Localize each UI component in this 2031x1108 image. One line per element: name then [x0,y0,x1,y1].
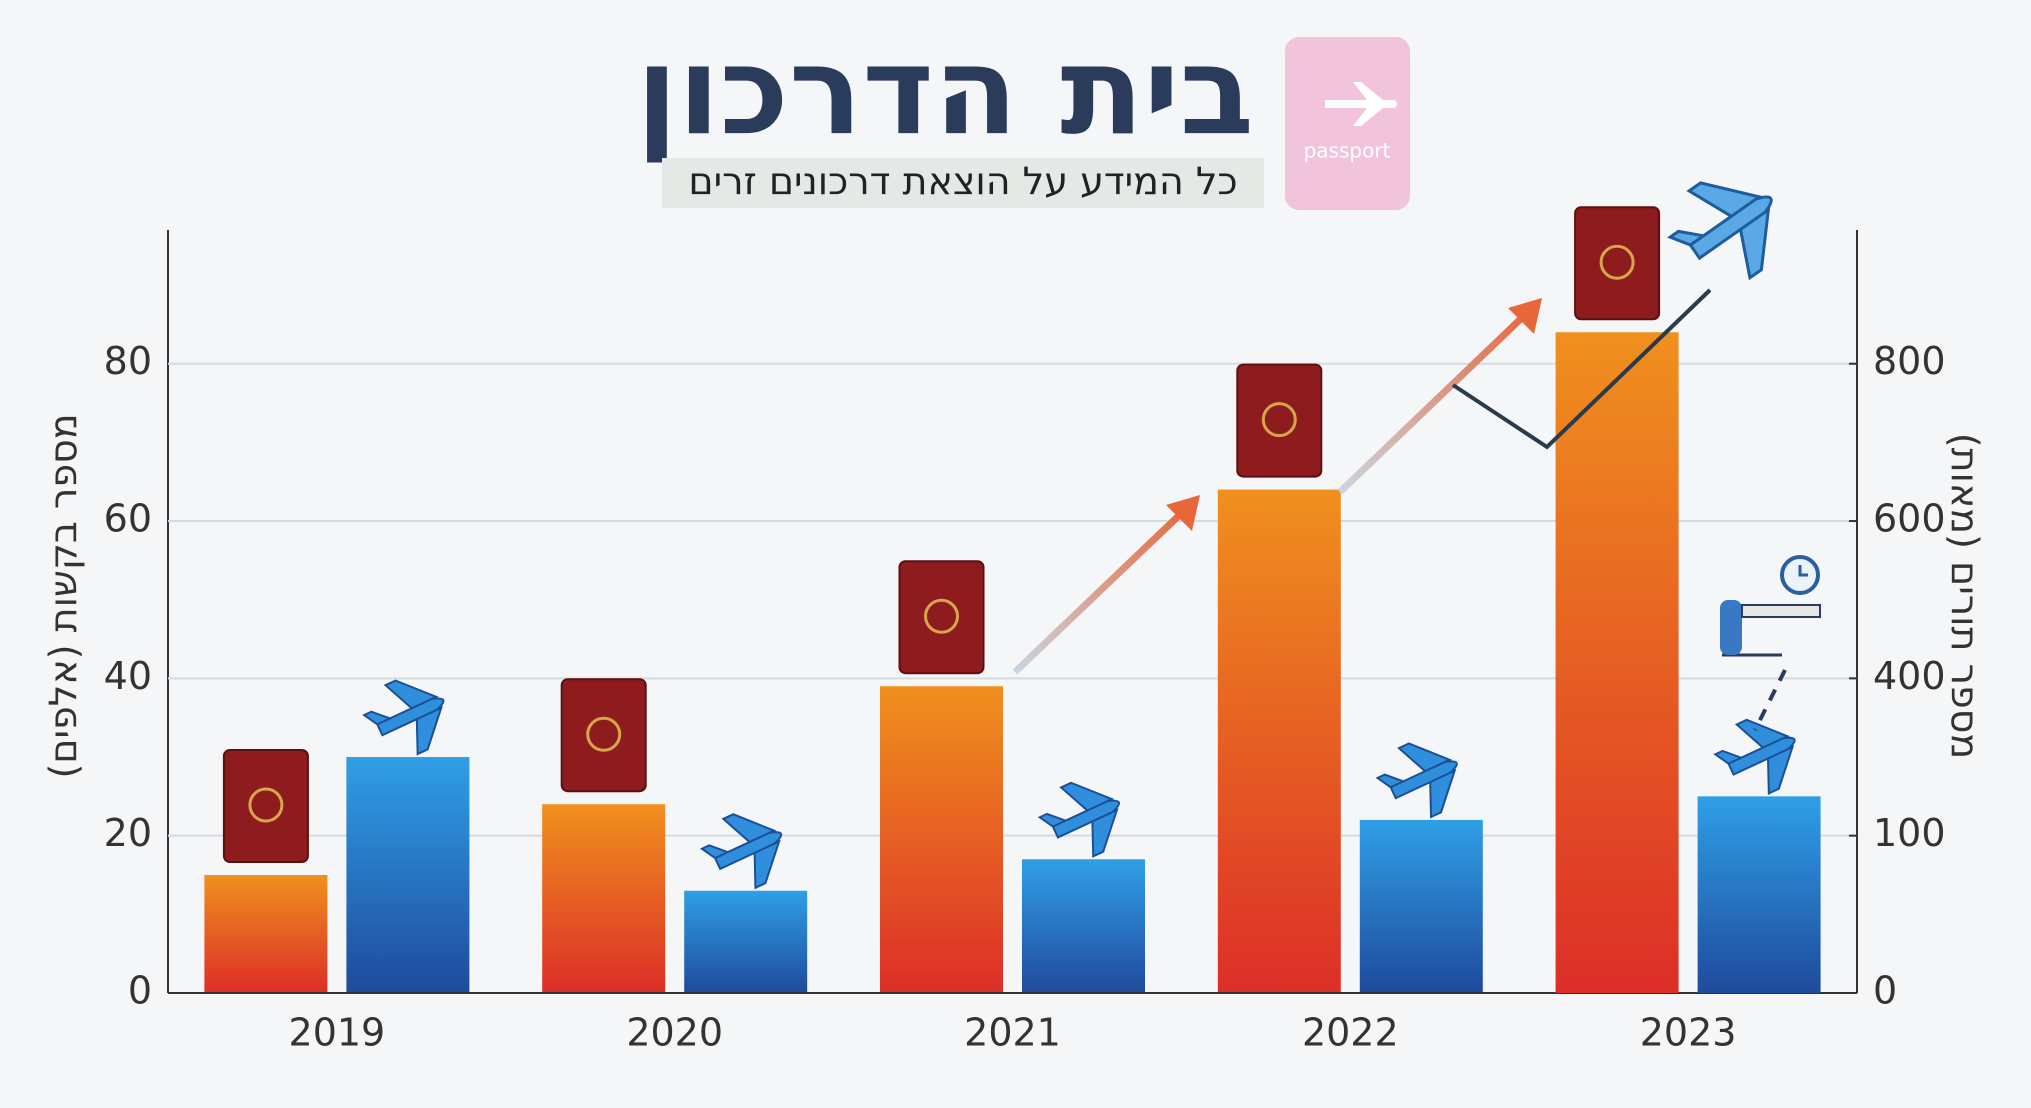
y2-tick-label: 0 [1873,969,1897,1013]
passport-emblem [248,787,284,823]
subtitle-box [662,158,1264,208]
plane-shape [1037,781,1120,858]
chart-title: בית הדרכון [636,20,1254,162]
subtitle: כל המידע על הוצאת דרכונים זרים [688,160,1237,204]
logo-text: passport [1304,139,1391,163]
x-tick-label: 2021 [964,1011,1061,1055]
logo-plane [1325,82,1397,126]
decoration [1012,181,1821,731]
y-tick-label: 40 [104,654,152,698]
x-tick-label: 2020 [626,1011,723,1055]
bar [1217,489,1341,993]
y-tick-label: 60 [104,497,152,541]
passport-icon [1574,206,1661,321]
y-tick-label: 20 [104,811,152,855]
passport-icon [222,749,309,864]
passport-icon [898,560,985,675]
bar [542,804,666,993]
plane-icon [1375,742,1458,819]
y2-tick-label: 400 [1873,654,1946,698]
bar [1555,332,1679,994]
plane-icon [1713,718,1796,795]
bar [1022,859,1145,993]
y-tick-label: 80 [104,339,152,383]
y2-axis-label: מספר תורים (מאות) [1943,433,1987,760]
passport-emblem [1599,244,1635,280]
y2-tick-label: 600 [1873,497,1946,541]
bar [346,757,470,993]
passport-emblem [924,598,959,634]
plane-icon [1037,781,1120,858]
bar [1359,819,1483,993]
bar [204,875,328,993]
bar [880,686,1003,993]
y-axis-label: מספר בקשות (אלפים) [42,413,86,778]
plane-icon [362,679,445,756]
logo [1285,37,1410,210]
y2-tick-label: 800 [1873,339,1946,383]
passport-cover [222,749,309,864]
passport-emblem [1261,402,1297,438]
x-tick-label: 2019 [289,1011,386,1055]
passport-icon [560,678,647,793]
passport-cover [560,678,647,793]
plane-shape [1713,718,1796,795]
y2-tick-label: 100 [1873,811,1946,855]
passport-icon [1236,363,1323,478]
plane-shape [362,679,445,756]
bar [684,890,808,993]
passport-cover [898,560,985,675]
plane-icon [699,813,783,890]
y-tick-label: 0 [128,969,152,1013]
passport-emblem [586,716,622,752]
passport-cover [1574,206,1661,321]
passport-cover [1236,363,1323,478]
plane-shape [1375,742,1458,819]
x-tick-label: 2023 [1640,1011,1737,1055]
bar [1697,796,1821,993]
x-tick-label: 2022 [1302,1011,1399,1055]
plane-shape [699,813,783,890]
